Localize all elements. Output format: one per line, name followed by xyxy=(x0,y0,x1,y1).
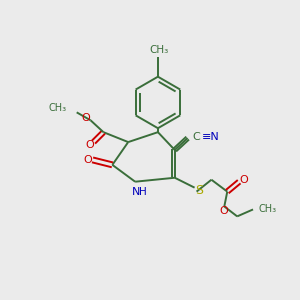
Text: H: H xyxy=(139,187,147,196)
Text: O: O xyxy=(83,155,92,165)
Text: S: S xyxy=(196,184,203,197)
Text: C: C xyxy=(193,132,200,142)
Text: O: O xyxy=(81,113,90,123)
Text: O: O xyxy=(219,206,228,216)
Text: N: N xyxy=(132,187,140,196)
Text: O: O xyxy=(240,175,248,185)
Text: CH₃: CH₃ xyxy=(49,103,67,113)
Text: CH₃: CH₃ xyxy=(259,204,277,214)
Text: ≡N: ≡N xyxy=(202,132,219,142)
Text: O: O xyxy=(85,140,94,150)
Text: CH₃: CH₃ xyxy=(149,45,169,55)
